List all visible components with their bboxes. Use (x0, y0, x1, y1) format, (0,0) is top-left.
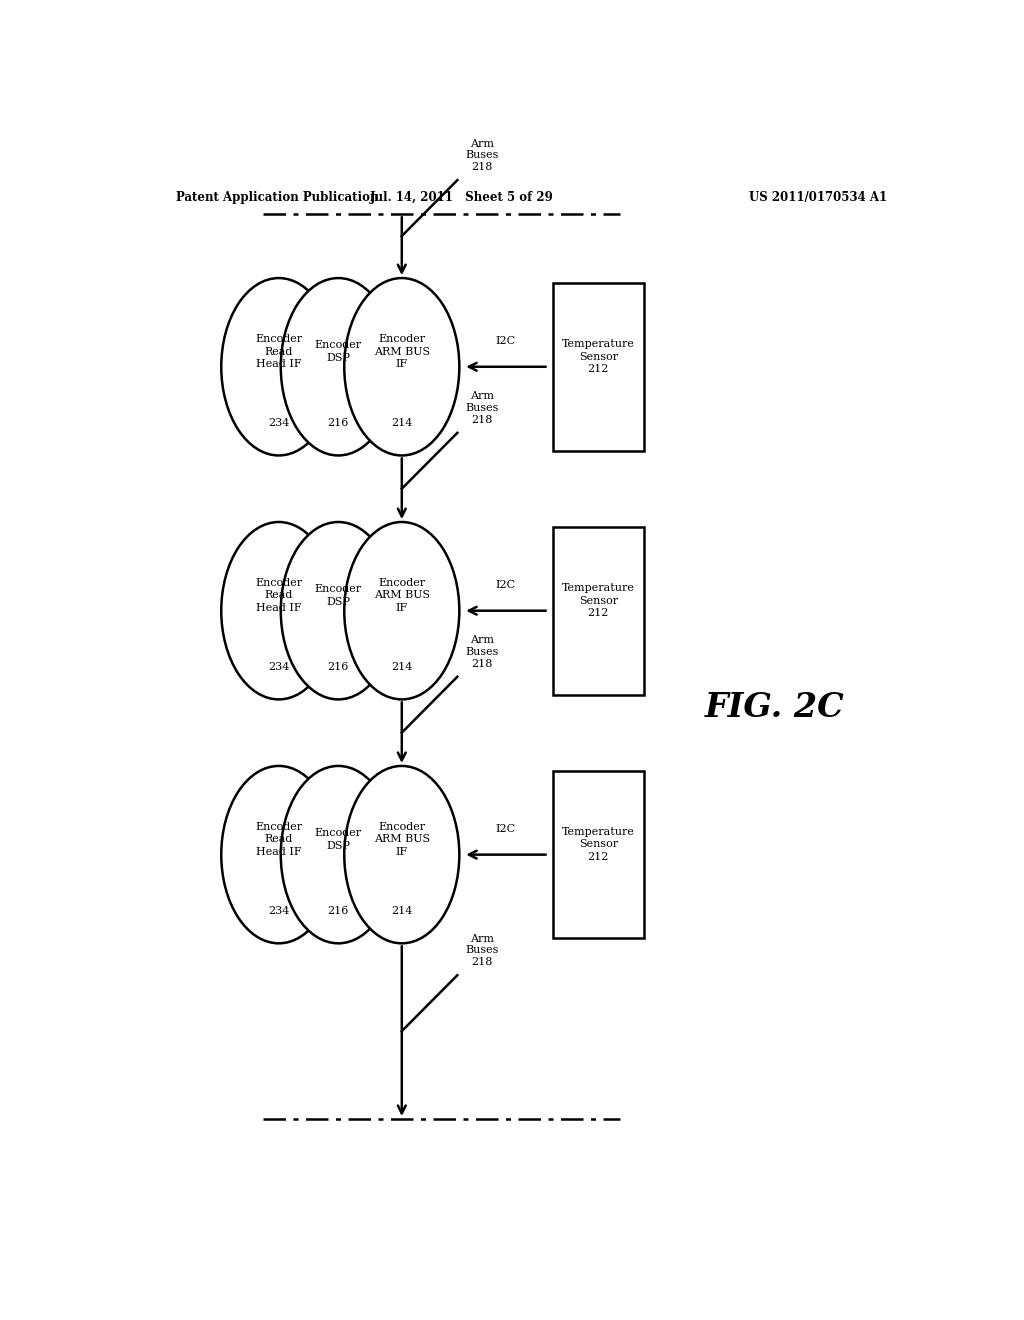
Text: Temperature
Sensor
212: Temperature Sensor 212 (562, 339, 635, 374)
Text: Encoder
Read
Head IF: Encoder Read Head IF (255, 822, 302, 857)
Ellipse shape (281, 279, 396, 455)
Text: 216: 216 (328, 661, 349, 672)
Text: Encoder
Read
Head IF: Encoder Read Head IF (255, 334, 302, 368)
Text: I2C: I2C (496, 337, 516, 346)
Text: US 2011/0170534 A1: US 2011/0170534 A1 (750, 190, 888, 203)
Text: Encoder
ARM BUS
IF: Encoder ARM BUS IF (374, 334, 430, 368)
Text: 216: 216 (328, 906, 349, 916)
Ellipse shape (281, 521, 396, 700)
Ellipse shape (221, 766, 336, 944)
Text: Arm
Buses
218: Arm Buses 218 (465, 635, 499, 669)
Text: Arm
Buses
218: Arm Buses 218 (465, 139, 499, 172)
Text: 234: 234 (268, 906, 290, 916)
Ellipse shape (344, 766, 460, 944)
Text: 216: 216 (328, 417, 349, 428)
Text: I2C: I2C (496, 824, 516, 834)
Ellipse shape (221, 279, 336, 455)
Text: 214: 214 (391, 661, 413, 672)
Text: 234: 234 (268, 661, 290, 672)
Text: 214: 214 (391, 417, 413, 428)
Text: Encoder
DSP: Encoder DSP (314, 585, 361, 607)
Text: 214: 214 (391, 906, 413, 916)
Text: Patent Application Publication: Patent Application Publication (176, 190, 378, 203)
Ellipse shape (344, 279, 460, 455)
Text: Encoder
ARM BUS
IF: Encoder ARM BUS IF (374, 822, 430, 857)
Ellipse shape (221, 521, 336, 700)
Ellipse shape (281, 766, 396, 944)
Text: Arm
Buses
218: Arm Buses 218 (465, 392, 499, 425)
Text: Encoder
ARM BUS
IF: Encoder ARM BUS IF (374, 578, 430, 612)
Bar (553, 282, 644, 450)
Text: Jul. 14, 2011   Sheet 5 of 29: Jul. 14, 2011 Sheet 5 of 29 (370, 190, 553, 203)
Text: FIG. 2C: FIG. 2C (705, 690, 845, 723)
Text: Encoder
Read
Head IF: Encoder Read Head IF (255, 578, 302, 612)
Text: Temperature
Sensor
212: Temperature Sensor 212 (562, 583, 635, 618)
Text: Temperature
Sensor
212: Temperature Sensor 212 (562, 828, 635, 862)
Bar (553, 771, 644, 939)
Text: Encoder
DSP: Encoder DSP (314, 341, 361, 363)
Text: 234: 234 (268, 417, 290, 428)
Bar (553, 527, 644, 694)
Text: Arm
Buses
218: Arm Buses 218 (465, 933, 499, 968)
Text: I2C: I2C (496, 581, 516, 590)
Text: Encoder
DSP: Encoder DSP (314, 828, 361, 850)
Ellipse shape (344, 521, 460, 700)
